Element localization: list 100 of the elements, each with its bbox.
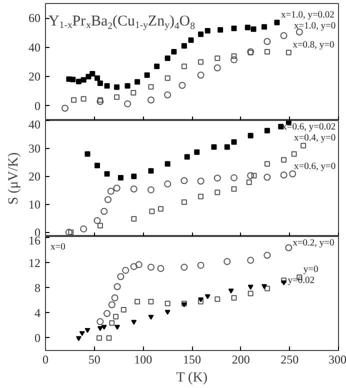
point <box>80 77 86 83</box>
point <box>120 307 126 313</box>
point <box>164 75 170 81</box>
point <box>79 331 85 336</box>
point <box>144 72 150 78</box>
point <box>122 266 130 274</box>
point <box>94 75 100 81</box>
point <box>104 171 110 177</box>
point <box>94 162 100 168</box>
point <box>198 194 204 200</box>
y-tick-label: 4 <box>34 306 40 320</box>
point <box>171 49 177 55</box>
point <box>180 177 188 184</box>
point <box>130 185 138 192</box>
y-tick-label: 10 <box>28 197 40 212</box>
point <box>97 326 103 332</box>
point <box>157 264 164 272</box>
point <box>68 230 74 236</box>
point <box>117 273 124 280</box>
point <box>181 199 187 205</box>
point <box>114 84 120 90</box>
y-tick-label: 0 <box>34 98 40 113</box>
point <box>154 64 160 70</box>
series-label: x=0.8, y=0 <box>292 40 335 50</box>
point <box>231 26 237 32</box>
point <box>147 264 154 271</box>
point <box>96 335 102 341</box>
point <box>248 132 254 138</box>
point <box>264 49 270 55</box>
point <box>204 294 210 300</box>
point <box>280 172 288 178</box>
point <box>197 178 204 185</box>
point <box>71 97 77 103</box>
point <box>264 252 271 259</box>
point <box>281 280 287 286</box>
point <box>248 290 254 296</box>
point <box>262 24 268 30</box>
y-tick-label: 20 <box>28 169 40 184</box>
point <box>97 97 103 103</box>
point <box>198 59 204 65</box>
point <box>130 90 136 96</box>
point <box>251 172 257 178</box>
point <box>118 175 124 181</box>
point <box>262 284 268 290</box>
y-tick-label: 40 <box>28 118 40 132</box>
point <box>264 286 270 292</box>
point <box>94 217 101 224</box>
point <box>280 32 288 40</box>
point <box>230 56 238 64</box>
series-label: x=0.6, y=0.02 <box>282 122 336 132</box>
point <box>286 50 292 56</box>
point <box>100 208 108 215</box>
point <box>214 174 221 182</box>
point <box>80 225 88 232</box>
point <box>109 320 115 326</box>
point <box>224 144 230 150</box>
point <box>111 294 118 302</box>
series-label: x=0.6, y=0 <box>294 162 336 172</box>
point <box>164 300 170 306</box>
point <box>211 144 217 150</box>
point <box>134 298 140 304</box>
point <box>244 24 250 30</box>
point <box>104 83 110 89</box>
y-tick-label: 30 <box>28 141 40 156</box>
point <box>124 100 132 108</box>
y-tick-label: 20 <box>28 70 40 84</box>
point <box>264 161 270 167</box>
point <box>264 128 270 134</box>
point <box>106 335 112 341</box>
point <box>108 301 116 308</box>
point <box>264 174 271 181</box>
point <box>130 263 138 270</box>
point <box>281 278 287 284</box>
point <box>164 310 170 315</box>
point <box>149 208 155 214</box>
point <box>104 310 111 318</box>
y-tick-label: 40 <box>28 40 40 54</box>
point <box>218 27 224 33</box>
point <box>114 283 121 290</box>
point <box>148 298 154 304</box>
point <box>131 174 137 180</box>
point <box>65 228 72 236</box>
point <box>180 264 188 271</box>
point <box>62 104 69 112</box>
x-tick-label: 300 <box>328 352 346 366</box>
point <box>76 336 82 342</box>
point <box>113 314 119 320</box>
point <box>148 168 154 174</box>
point <box>148 84 154 90</box>
point <box>181 64 187 70</box>
point <box>84 151 90 157</box>
y-tick-label: 0 <box>34 330 40 345</box>
point <box>231 53 237 59</box>
point <box>134 79 140 85</box>
point <box>158 206 164 212</box>
point <box>76 78 82 84</box>
point <box>194 149 200 155</box>
point <box>148 314 154 320</box>
point <box>250 26 256 32</box>
point <box>264 38 271 46</box>
